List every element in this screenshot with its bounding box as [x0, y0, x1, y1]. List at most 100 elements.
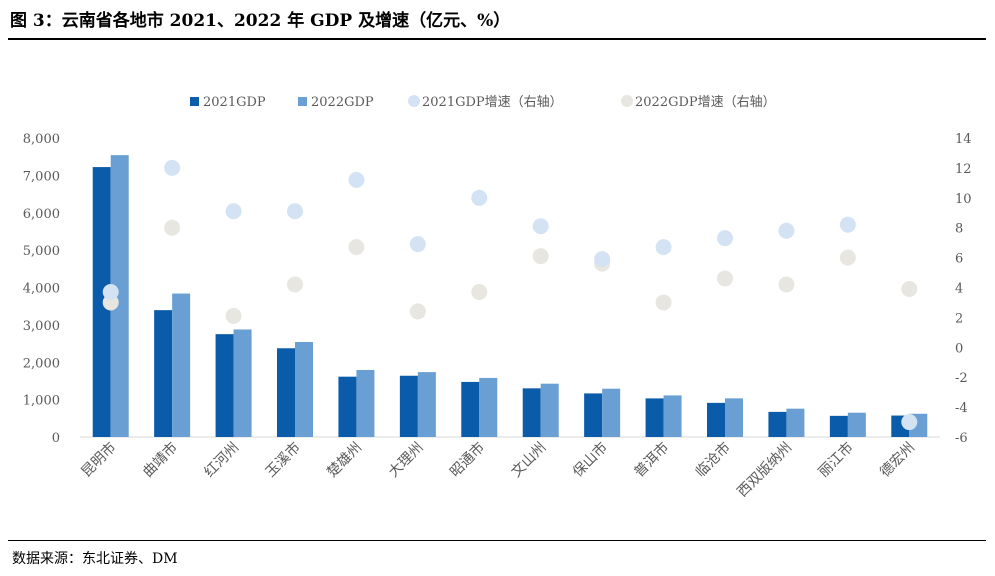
growth-2021-point — [717, 230, 733, 247]
growth-2022-point — [655, 294, 672, 311]
bar-2021-gdp — [399, 375, 418, 437]
right-tick-label: -6 — [955, 431, 968, 446]
category-label: 德宏州 — [877, 440, 918, 481]
category-label: 大理州 — [386, 440, 427, 481]
left-tick-label: 7,000 — [23, 169, 60, 184]
growth-2022-point — [409, 303, 426, 320]
bar-2022-gdp — [295, 341, 313, 437]
bars — [92, 155, 928, 437]
growth-2022-point — [164, 219, 181, 236]
bar-2021-gdp — [584, 393, 603, 437]
right-tick-label: -2 — [955, 371, 968, 386]
bar-2021-gdp — [707, 402, 725, 437]
left-tick-label: 3,000 — [23, 319, 60, 334]
growth-2022-point — [778, 276, 795, 293]
category-label: 昭通市 — [446, 439, 488, 481]
right-tick-label: 2 — [955, 311, 963, 326]
category-label: 红河州 — [201, 440, 242, 481]
growth-2022-point — [839, 249, 856, 266]
bar-2021-gdp — [277, 348, 295, 437]
growth-2022-point — [471, 283, 488, 300]
category-label: 楚雄州 — [324, 440, 365, 481]
right-tick-label: 4 — [955, 282, 963, 297]
growth-2021-point — [409, 236, 426, 253]
left-tick-label: 1,000 — [23, 394, 60, 409]
source-note: 数据来源：东北证券、DM — [12, 551, 178, 567]
bar-2021-gdp — [461, 381, 480, 437]
growth-2021-point — [348, 171, 365, 188]
bar-2022-gdp — [602, 388, 621, 437]
growth-2021-point — [655, 239, 672, 256]
growth-2021-point — [225, 203, 242, 220]
bar-2022-gdp — [417, 372, 436, 437]
category-label: 曲靖市 — [139, 439, 181, 481]
title-rule — [8, 38, 986, 40]
growth-2021-point — [471, 189, 488, 206]
left-tick-label: 5,000 — [23, 244, 60, 259]
bar-2022-gdp — [233, 329, 252, 437]
growth-2022-point — [348, 239, 365, 256]
bar-2021-gdp — [215, 334, 234, 437]
right-tick-label: -4 — [955, 401, 968, 416]
growth-2022-point — [532, 248, 549, 265]
category-label: 文山州 — [509, 440, 550, 481]
category-label: 昆明市 — [78, 439, 120, 481]
category-label: 西双版纳州 — [734, 440, 795, 501]
bar-2022-gdp — [172, 293, 191, 437]
growth-2021-point — [164, 159, 181, 176]
bar-2021-gdp — [768, 411, 787, 437]
category-label: 玉溪市 — [262, 439, 304, 481]
left-tick-label: 6,000 — [23, 207, 60, 222]
legend-label: 2022GDP — [311, 95, 374, 110]
growth-2022-point — [901, 280, 918, 297]
right-tick-label: 8 — [955, 222, 963, 237]
bar-2022-gdp — [479, 377, 498, 437]
legend-swatch — [190, 97, 199, 106]
growth-2022-point — [225, 307, 242, 324]
category-label: 保山市 — [569, 439, 611, 481]
left-tick-label: 2,000 — [23, 356, 60, 371]
bar-2022-gdp — [110, 155, 129, 437]
growth-2022-point — [717, 270, 733, 287]
left-tick-label: 4,000 — [23, 282, 60, 297]
left-tick-label: 0 — [52, 431, 60, 446]
bar-2021-gdp — [154, 310, 173, 437]
growth-2021-point — [532, 218, 549, 235]
bar-2022-gdp — [540, 383, 559, 437]
bar-2021-gdp — [645, 398, 664, 437]
legend-swatch — [621, 95, 633, 107]
category-labels: 昆明市 曲靖市 红河州 玉溪市 楚雄州 大理州 昭通市 文山州 保山市 普洱市 临沧市 西双版纳州 丽江… — [78, 439, 918, 501]
source-rule — [8, 540, 986, 541]
growth-2021-point — [102, 283, 119, 300]
growth-2022-point — [287, 276, 303, 293]
category-label: 普洱市 — [631, 439, 673, 481]
right-tick-label: 14 — [955, 132, 972, 147]
right-tick-label: 0 — [955, 341, 963, 356]
bar-2021-gdp — [338, 376, 357, 437]
bar-2022-gdp — [356, 369, 375, 437]
category-label: 临沧市 — [692, 439, 734, 481]
bar-2022-gdp — [725, 398, 743, 437]
right-tick-label: 6 — [955, 252, 963, 267]
left-tick-label: 8,000 — [23, 132, 60, 147]
legend-swatch — [408, 95, 420, 107]
bar-2022-gdp — [663, 395, 682, 437]
legend-label: 2021GDP — [203, 95, 266, 110]
growth-2021-point — [839, 216, 856, 233]
bar-2022-gdp — [786, 408, 805, 437]
category-label: 丽江市 — [815, 439, 857, 481]
legend-swatch — [298, 97, 307, 106]
right-axis: -6 -4 -2 0 2 4 6 8 10 12 14 — [955, 132, 972, 446]
growth-2021-point — [287, 203, 303, 220]
bar-2021-gdp — [92, 167, 111, 437]
bar-2022-gdp — [847, 412, 866, 437]
growth-2021-point — [901, 414, 918, 431]
right-tick-label: 10 — [955, 192, 972, 207]
figure-title: 图 3：云南省各地市 2021、2022 年 GDP 及增速（亿元、%） — [10, 11, 511, 31]
growth-points — [102, 159, 918, 431]
legend-label: 2021GDP增速（右轴） — [422, 95, 563, 110]
right-tick-label: 12 — [955, 162, 972, 177]
growth-2021-point — [778, 222, 795, 239]
legend-label: 2022GDP增速（右轴） — [635, 95, 776, 110]
